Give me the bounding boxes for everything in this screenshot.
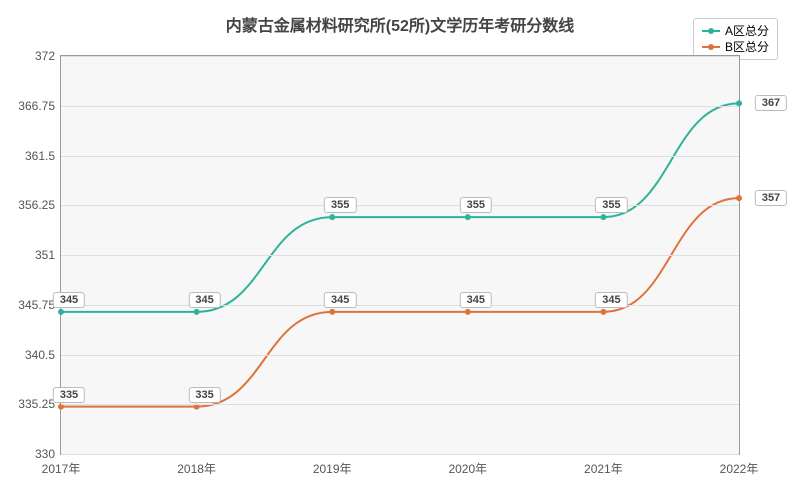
y-tick-label: 372 xyxy=(35,49,61,63)
point-label: 335 xyxy=(53,387,85,403)
series-point xyxy=(194,309,200,315)
point-label: 345 xyxy=(188,292,220,308)
series-line xyxy=(61,198,739,406)
x-tick-label: 2021年 xyxy=(584,454,623,477)
point-label: 355 xyxy=(324,197,356,213)
legend-label-a: A区总分 xyxy=(725,23,769,39)
point-label: 345 xyxy=(53,292,85,308)
series-line xyxy=(61,103,739,311)
series-point xyxy=(736,195,742,201)
x-tick-label: 2022年 xyxy=(720,454,759,477)
y-tick-label: 356.25 xyxy=(18,198,61,212)
point-label: 345 xyxy=(460,292,492,308)
point-label: 367 xyxy=(755,95,787,111)
legend-swatch-a xyxy=(702,30,720,32)
legend-item-a: A区总分 xyxy=(702,23,769,39)
y-gridline xyxy=(61,404,739,405)
y-gridline xyxy=(61,106,739,107)
point-label: 345 xyxy=(324,292,356,308)
y-gridline xyxy=(61,255,739,256)
x-tick-label: 2018年 xyxy=(177,454,216,477)
point-label: 345 xyxy=(595,292,627,308)
y-gridline xyxy=(61,305,739,306)
legend-label-b: B区总分 xyxy=(725,39,769,55)
y-gridline xyxy=(61,56,739,57)
legend: A区总分 B区总分 xyxy=(693,18,778,60)
point-label: 357 xyxy=(755,190,787,206)
legend-item-b: B区总分 xyxy=(702,39,769,55)
series-point xyxy=(600,309,606,315)
series-point xyxy=(465,309,471,315)
y-gridline xyxy=(61,156,739,157)
chart-container: 内蒙古金属材料研究所(52所)文学历年考研分数线 A区总分 B区总分 33033… xyxy=(0,0,800,500)
x-tick-label: 2017年 xyxy=(42,454,81,477)
y-tick-label: 340.5 xyxy=(25,348,61,362)
series-point xyxy=(329,309,335,315)
x-tick-label: 2020年 xyxy=(448,454,487,477)
legend-swatch-b xyxy=(702,46,720,48)
y-tick-label: 351 xyxy=(35,248,61,262)
x-tick-label: 2019年 xyxy=(313,454,352,477)
y-tick-label: 366.75 xyxy=(18,99,61,113)
plot-area: 330335.25340.5345.75351356.25361.5366.75… xyxy=(60,55,740,455)
point-label: 355 xyxy=(460,197,492,213)
chart-title: 内蒙古金属材料研究所(52所)文学历年考研分数线 xyxy=(0,12,800,36)
series-point xyxy=(600,214,606,220)
y-tick-label: 361.5 xyxy=(25,149,61,163)
point-label: 335 xyxy=(188,387,220,403)
point-label: 355 xyxy=(595,197,627,213)
series-point xyxy=(329,214,335,220)
y-gridline xyxy=(61,355,739,356)
y-gridline xyxy=(61,205,739,206)
series-point xyxy=(465,214,471,220)
y-gridline xyxy=(61,454,739,455)
